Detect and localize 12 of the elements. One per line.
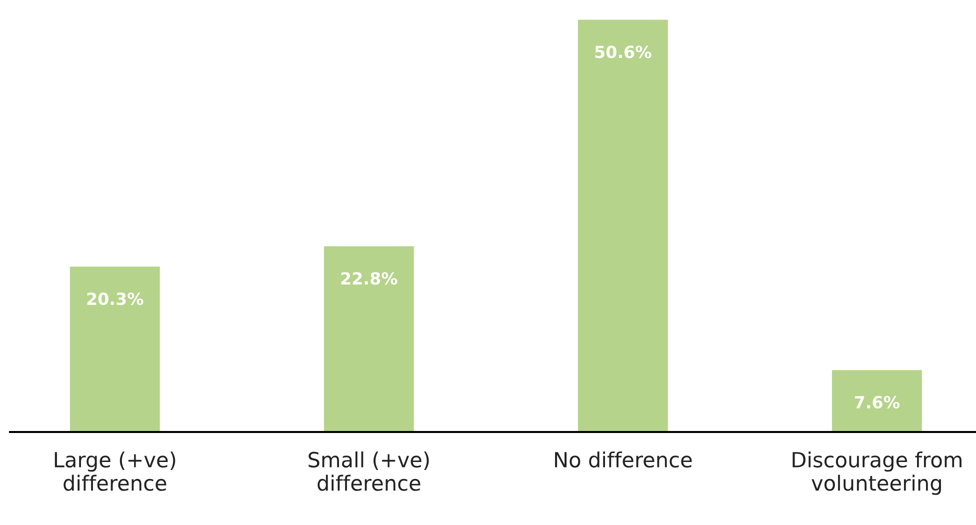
bar bbox=[324, 246, 414, 432]
data-label: 22.8% bbox=[341, 272, 398, 285]
x-tick-label: Large (+ve) difference bbox=[54, 451, 176, 491]
x-tick-label: Discourage from volunteering bbox=[792, 451, 962, 495]
x-tick-label: Small (+ve) difference bbox=[308, 451, 429, 491]
bar bbox=[70, 266, 160, 432]
data-label: 50.6% bbox=[595, 46, 652, 58]
bar bbox=[832, 370, 922, 432]
bar bbox=[578, 20, 668, 432]
data-label: 20.3% bbox=[87, 292, 144, 306]
x-tick-label: No difference bbox=[555, 451, 692, 468]
data-label: 7.6% bbox=[854, 396, 900, 409]
